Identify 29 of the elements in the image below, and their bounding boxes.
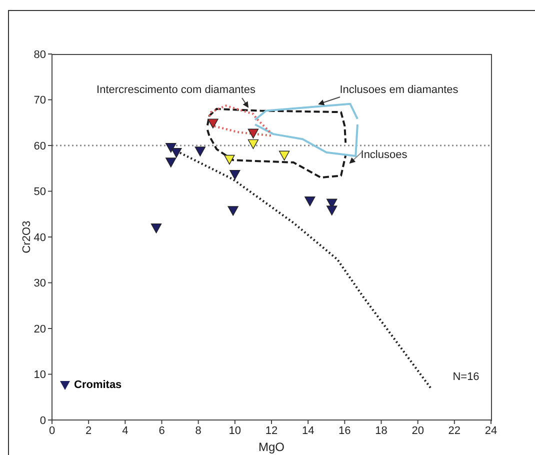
x-tick-label: 16 [338, 424, 351, 437]
x-tick-label: 8 [195, 424, 202, 437]
x-tick-label: 22 [448, 424, 461, 437]
y-tick-label: 10 [34, 369, 46, 382]
annotation: Inclusoes em diamantes [340, 84, 458, 96]
y-tick-label: 0 [40, 414, 46, 427]
y-tick-label: 50 [34, 186, 46, 198]
x-tick-label: 18 [375, 424, 388, 437]
y-tick-label: 30 [34, 278, 46, 290]
annotation: Intercrescimento com diamantes [96, 84, 256, 96]
x-tick-label: 2 [86, 424, 92, 437]
x-tick-label: 10 [228, 424, 242, 437]
x-tick-label: 12 [265, 424, 278, 437]
y-tick-label: 80 [34, 48, 46, 61]
y-tick-label: 20 [34, 323, 46, 336]
annotation: N=16 [452, 371, 480, 383]
y-tick-label: 70 [34, 94, 46, 107]
y-tick-label: 40 [34, 232, 46, 244]
legend-label: Cromitas [73, 379, 122, 391]
x-tick-label: 0 [48, 424, 56, 437]
x-axis-title: MgO [258, 440, 285, 454]
x-tick-label: 6 [158, 424, 165, 437]
x-tick-label: 14 [302, 424, 314, 437]
y-axis-title: Cr2O3 [20, 220, 33, 254]
annotation: Inclusoes [360, 149, 408, 161]
x-tick-label: 24 [484, 424, 498, 437]
x-tick-label: 20 [412, 424, 424, 437]
y-tick-label: 60 [34, 140, 46, 152]
x-tick-label: 4 [122, 424, 128, 437]
